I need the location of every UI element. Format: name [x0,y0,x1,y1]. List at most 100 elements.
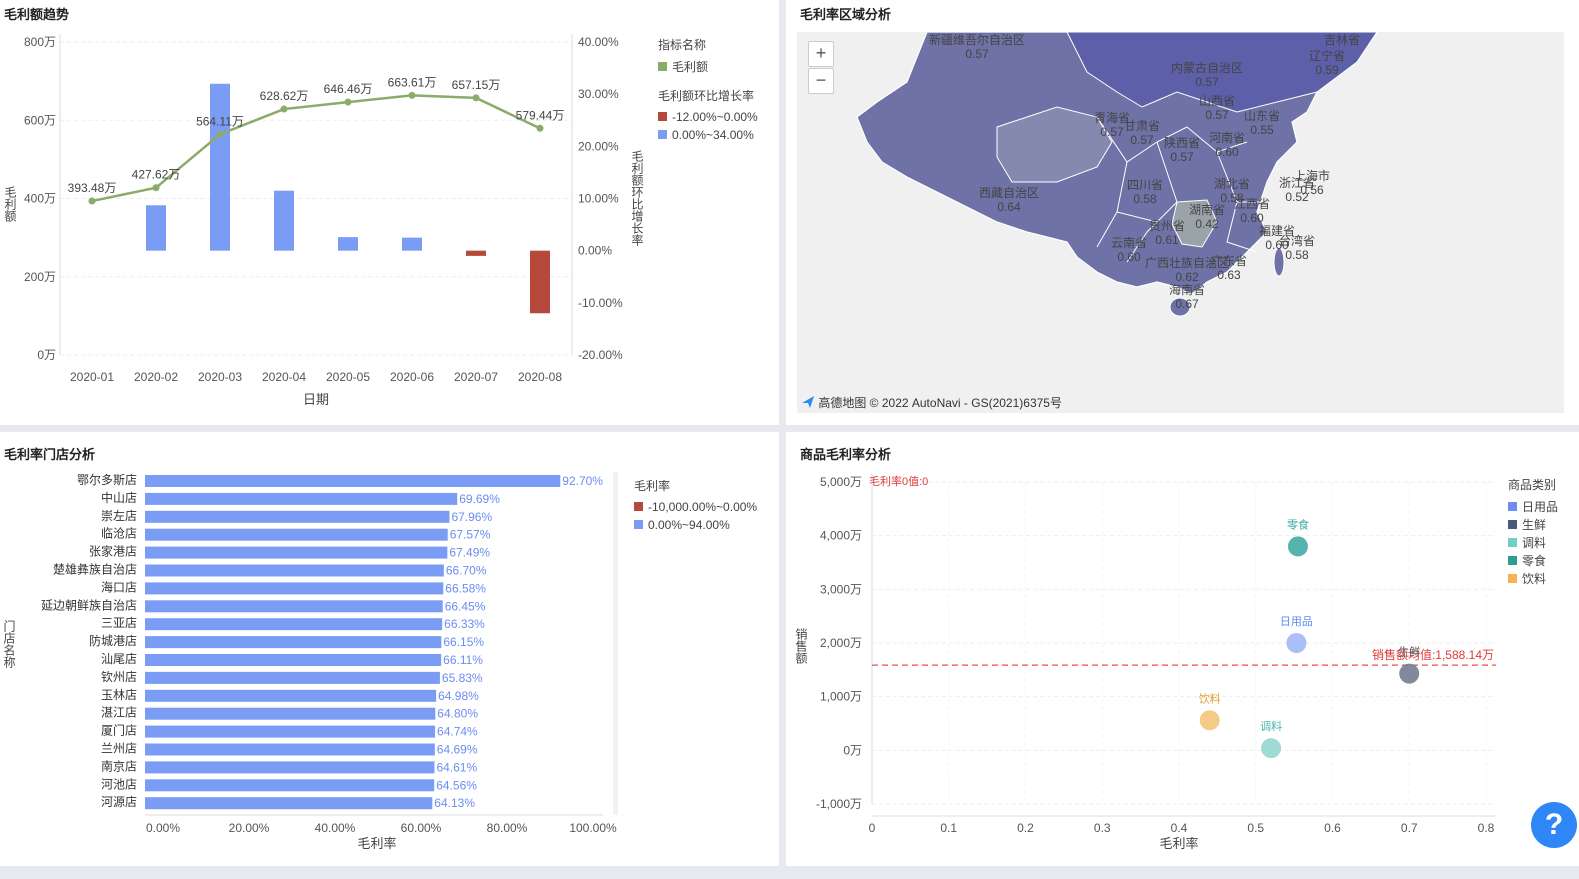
trend-right-tick: 20.00% [578,139,619,153]
region-name: 山西省 [1199,94,1235,108]
product-y-tick: 0万 [843,743,862,757]
product-legend-item: 饮料 [1522,572,1546,586]
trend-x-tick: 2020-04 [262,370,306,384]
store-legend-title: 毛利率 [634,478,670,493]
region-value: 0.58 [1133,192,1157,206]
trend-x-tick: 2020-02 [134,370,178,384]
region-name: 福建省 [1259,223,1295,238]
hunan-shape [1171,199,1218,248]
store-bar [145,546,448,559]
attribution-text: 高德地图 © 2022 AutoNavi - GS(2021)6375号 [818,396,1062,410]
product-y-label: 销售额 [794,628,808,665]
store-bar [145,725,436,738]
amap-logo-icon [801,395,815,409]
trend-right-tick: 0.00% [578,244,612,258]
product-y-tick: 2,000万 [820,636,862,650]
region-name: 甘肃省 [1124,119,1160,133]
region-value: 0.56 [1300,183,1324,197]
trend-left-label: 毛利额 [3,186,17,223]
store-value: 67.49% [449,546,490,560]
trend-panel-title: 毛利额趋势 [4,7,70,22]
product-legend-swatch [1508,556,1517,565]
zoom-out-button[interactable]: − [808,68,834,94]
store-x-tick: 60.00% [401,821,442,835]
trend-point [344,98,352,106]
store-name: 玉林店 [101,688,137,702]
store-value: 66.58% [445,581,486,595]
store-value: 66.70% [446,564,487,578]
qinghai-shape [996,106,1113,183]
trend-x-tick: 2020-07 [454,370,498,384]
store-value: 64.13% [434,796,475,810]
product-chart[interactable]: 5,000万 4,000万 3,000万 2,000万 1,000万 0万 -1,000万 0… [786,432,1579,866]
product-panel: 商品毛利率分析 5,000万 4,000万 3,000万 2,000万 1,000万 0万… [786,432,1579,866]
region-name: 云南省 [1111,235,1147,250]
region-value: 0.67 [1175,297,1199,311]
store-name: 湛江店 [101,706,137,720]
province-border [1126,201,1178,263]
store-name: 汕尾店 [101,652,137,666]
product-legend-item: 零食 [1522,553,1546,568]
zoom-in-button[interactable]: + [808,41,834,67]
province-border [1226,201,1258,253]
map-panel: 毛利率区域分析 新疆维吾尔自治区 0.57 西藏自治区 0.64 青海省 0.57 甘肃省 0… [786,0,1579,425]
product-point-label: 零食 [1287,517,1309,531]
store-chart[interactable]: 鄂尔多斯店 92.70% 中山店 69.69% 崇左店 67.96% 临沧店 67.57% 张家… [0,432,779,866]
store-value: 69.69% [459,492,500,506]
region-value: 0.59 [1315,63,1339,77]
region-name: 山东省 [1244,109,1280,123]
trend-left-tick: 400万 [24,192,56,206]
store-legend-swatch-neg [634,502,643,511]
trend-x-tick: 2020-05 [326,370,370,384]
store-bar [145,600,443,613]
trend-point-label: 427.62万 [132,168,181,182]
product-x-tick: 0.5 [1247,821,1264,835]
product-point-label: 调料 [1260,719,1282,733]
store-bar [145,582,444,595]
trend-point [152,184,160,192]
trend-growth-bar [466,250,486,256]
region-name: 湖南省 [1189,202,1225,217]
store-bar [145,528,448,541]
trend-growth-bar [530,250,550,314]
province-border [1096,116,1188,163]
trend-growth-bar [210,83,230,251]
region-name: 青海省 [1094,110,1130,125]
region-name: 新疆维吾尔自治区 [929,32,1025,47]
help-button[interactable]: ? [1531,802,1577,848]
mean-ref-label: 销售额均值:1,588.14万 [1372,647,1494,662]
store-bar [145,564,444,577]
product-x-tick: 0.7 [1401,821,1418,835]
store-bar [145,654,442,666]
trend-legend-swatch-line [658,62,667,71]
map-canvas[interactable]: 新疆维吾尔自治区 0.57 西藏自治区 0.64 青海省 0.57 甘肃省 0.57 内蒙古自治… [797,32,1564,413]
store-name: 楚雄彝族自治店 [53,562,137,577]
store-value: 64.61% [436,760,477,774]
taiwan-shape [1273,247,1285,277]
trend-chart[interactable]: 800万 600万 400万 200万 0万 40.00% 30.00% 20.00% 10.0… [0,0,779,425]
region-name: 贵州省 [1149,219,1185,233]
product-point [1287,536,1308,557]
region-name: 湖北省 [1214,176,1250,191]
trend-x-tick: 2020-06 [390,370,434,384]
store-name: 兰州店 [101,742,137,756]
region-value: 0.62 [1175,270,1199,284]
store-legend-swatch-pos [634,520,643,529]
trend-point-label: 628.62万 [260,89,309,103]
region-value: 0.57 [965,47,989,61]
product-y-tick: 4,000万 [820,529,862,543]
trend-point-label: 579.44万 [516,108,565,122]
store-value: 64.56% [436,778,477,792]
product-x-label: 毛利率 [1159,836,1198,851]
trend-legend-neg: -12.00%~0.00% [672,110,758,124]
store-value: 92.70% [562,474,603,488]
region-value: 0.58 [1285,248,1309,262]
region-name: 陕西省 [1164,135,1200,150]
store-bar [145,707,436,720]
store-name: 延边朝鲜族自治店 [41,598,137,612]
region-name: 上海市 [1294,168,1330,183]
trend-point [280,105,288,113]
trend-point [408,91,416,99]
product-point-label: 生鲜 [1398,645,1420,659]
region-name: 河南省 [1209,130,1245,145]
